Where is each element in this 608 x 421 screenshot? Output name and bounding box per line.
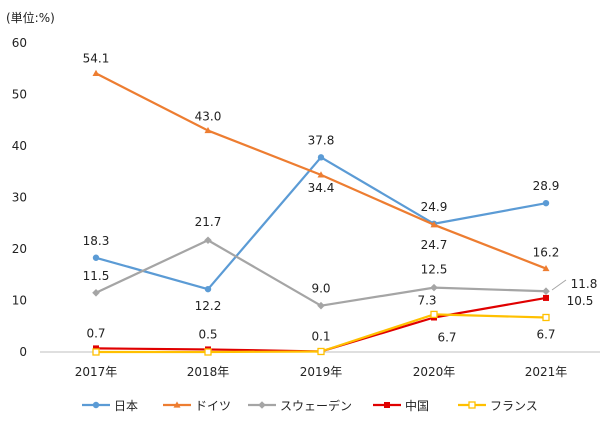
data-label: 37.8 [308, 133, 335, 147]
data-label: 16.2 [533, 246, 560, 260]
data-label: 43.0 [195, 110, 222, 124]
data-label: 12.2 [195, 299, 222, 313]
data-point [92, 288, 100, 297]
data-point [92, 69, 100, 76]
data-label: 0.7 [86, 326, 105, 340]
data-label: 28.9 [533, 179, 560, 193]
data-point [204, 348, 212, 356]
legend: 日本 ドイツ スウェーデン 中国 フランス [82, 398, 538, 413]
data-label: 6.7 [437, 330, 456, 344]
data-label: 18.3 [83, 234, 110, 248]
y-tick-label: 30 [12, 191, 27, 205]
data-point [317, 347, 325, 356]
legend-item: ドイツ [163, 399, 231, 413]
data-point [317, 171, 325, 178]
data-point [430, 283, 438, 292]
legend-marker [173, 401, 181, 408]
data-label: 0.5 [198, 327, 217, 341]
data-point [542, 199, 550, 207]
data-labels: 18.3 12.2 37.8 24.9 28.9 54.1 43.0 34.4 24.7 16.2… [83, 51, 598, 344]
data-label: 12.5 [421, 263, 448, 277]
data-point [204, 285, 212, 293]
series-layer [92, 69, 550, 356]
legend-marker [92, 401, 100, 409]
data-point [317, 301, 325, 310]
series-line [95, 239, 547, 307]
data-label: 11.8 [571, 277, 598, 291]
data-point [543, 294, 549, 301]
y-tick-label: 50 [12, 88, 27, 102]
legend-label: 日本 [114, 399, 138, 413]
data-label: 7.3 [417, 293, 436, 307]
data-label: 21.7 [195, 215, 222, 229]
data-label: 34.4 [308, 181, 335, 195]
x-tick-label: 2019年 [300, 365, 343, 379]
data-point [542, 287, 550, 296]
data-point [317, 154, 325, 161]
data-point [204, 236, 212, 245]
data-label: 11.5 [83, 269, 110, 283]
data-point [542, 264, 550, 272]
series-line [95, 72, 547, 270]
label-leader-line [551, 279, 567, 291]
legend-marker [468, 401, 476, 409]
data-point [430, 310, 438, 319]
legend-item: 中国 [373, 398, 429, 413]
legend-label: スウェーデン [280, 398, 352, 413]
legend-label: フランス [490, 399, 538, 413]
legend-marker [258, 401, 266, 409]
data-point [92, 254, 100, 261]
x-tick-label: 2018年 [187, 365, 230, 379]
series-1 [92, 69, 550, 272]
legend-label: 中国 [405, 398, 429, 413]
x-tick-label: 2017年 [75, 365, 118, 379]
y-axis: 0 10 20 30 40 50 60 [12, 36, 27, 359]
data-point [204, 126, 212, 134]
data-label: 10.5 [567, 294, 594, 308]
data-point [92, 348, 100, 356]
data-label: 9.0 [311, 282, 330, 296]
legend-label: ドイツ [195, 399, 231, 413]
unit-label: (単位:%) [6, 10, 55, 25]
data-label: 54.1 [83, 51, 110, 65]
y-tick-label: 40 [12, 139, 27, 153]
data-label: 6.7 [536, 327, 555, 341]
x-tick-label: 2020年 [413, 365, 456, 379]
legend-item: 日本 [82, 399, 138, 413]
legend-marker [384, 402, 390, 408]
data-label: 0.1 [311, 329, 330, 343]
x-tick-label: 2021年 [525, 365, 568, 379]
series-4 [92, 310, 550, 356]
y-tick-label: 0 [19, 345, 27, 359]
y-tick-label: 60 [12, 36, 27, 50]
y-tick-label: 10 [12, 294, 27, 308]
y-tick-label: 20 [12, 242, 27, 256]
data-point [430, 221, 438, 228]
series-2 [92, 236, 550, 310]
x-axis: 2017年 2018年 2019年 2020年 2021年 [75, 365, 568, 379]
series-0 [92, 154, 550, 293]
legend-item: フランス [458, 399, 538, 413]
data-label: 24.7 [421, 238, 448, 252]
data-label: 24.9 [421, 200, 448, 214]
legend-item: スウェーデン [248, 398, 352, 413]
data-point [542, 313, 550, 322]
